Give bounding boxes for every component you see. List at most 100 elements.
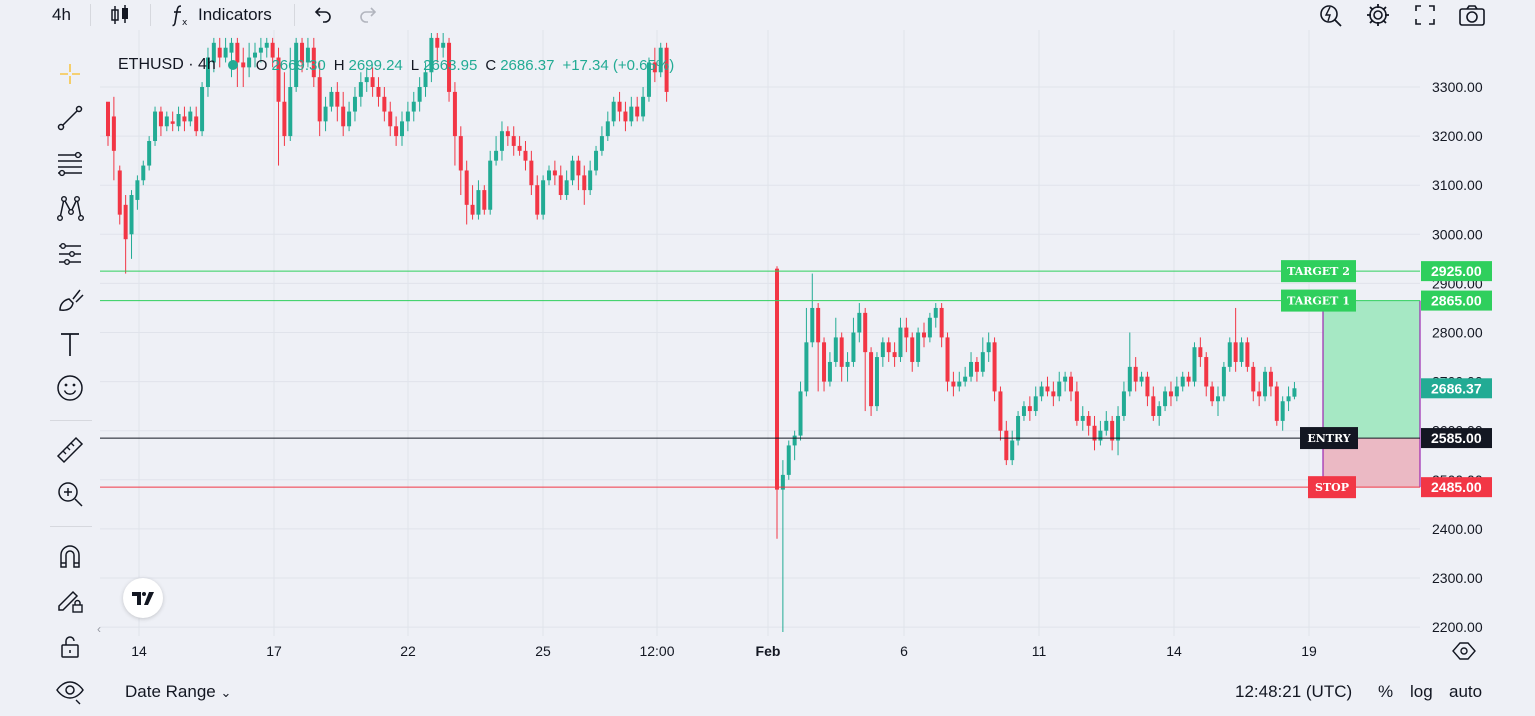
candle-body [1121, 391, 1126, 416]
candle-body [435, 37, 440, 48]
candle-body [892, 352, 897, 358]
symbol-title[interactable]: ETHUSD · 4h [118, 56, 216, 73]
tv-logo-icon [132, 592, 154, 605]
log-label: log [1410, 682, 1433, 701]
candle-body [576, 160, 581, 176]
indicators-button[interactable]: x Indicators [168, 0, 272, 30]
close-key: C [485, 56, 497, 74]
screenshot-button[interactable] [1458, 0, 1486, 30]
candle-body [857, 312, 862, 333]
timeframe-button[interactable]: 4h [52, 0, 71, 30]
candle-body [1239, 342, 1244, 362]
candle-body [300, 42, 305, 63]
function-icon: x [172, 5, 188, 27]
price-tick-label: 2400.00 [1432, 521, 1483, 537]
quick-search-button[interactable] [1317, 0, 1343, 30]
auto-toggle[interactable]: auto [1449, 682, 1482, 702]
hide-drawings-tool[interactable] [50, 672, 90, 708]
gear-icon [1367, 4, 1389, 26]
target-price-bg [1421, 290, 1492, 311]
candle-body [241, 62, 246, 68]
log-toggle[interactable]: log [1410, 682, 1433, 702]
time-tick-label: 22 [400, 643, 416, 659]
candle-body [141, 165, 146, 181]
candle-body [229, 42, 234, 53]
symbol-legend: ETHUSD · 4h O 2669.30 H 2699.24 L 2663.95 C… [118, 56, 674, 74]
redo-button[interactable] [358, 0, 380, 30]
candle-body [845, 361, 850, 367]
candle-body [358, 82, 363, 97]
candle-body [1216, 396, 1220, 402]
fullscreen-button[interactable] [1413, 0, 1437, 30]
toolbar-divider [150, 4, 151, 26]
candle-body [1104, 420, 1109, 431]
chart-type-button[interactable] [108, 0, 132, 30]
price-chart[interactable]: 3300.003200.003100.003000.002900.002800.… [100, 30, 1535, 670]
candle-body [1268, 371, 1273, 387]
candle-body [945, 337, 950, 382]
candle-body [570, 160, 575, 181]
zoom-tool[interactable] [50, 476, 90, 512]
candle-body [135, 180, 140, 200]
fib-tool[interactable] [50, 146, 90, 182]
timezone-clock[interactable]: 12:48:21 (UTC) [1235, 682, 1352, 702]
trend-line-tool[interactable] [50, 100, 90, 136]
entry-tag-bg [1300, 427, 1358, 450]
chevron-down-icon: ⌄ [220, 685, 232, 700]
percent-toggle[interactable]: % [1378, 682, 1393, 702]
time-tick-label: 25 [535, 643, 551, 659]
last-price-text: 2686.37 [1431, 380, 1482, 396]
text-tool[interactable] [50, 326, 90, 362]
candle-body [969, 361, 974, 377]
candle-body [223, 47, 228, 58]
crosshair-tool[interactable] [50, 56, 90, 92]
candle-body [1174, 386, 1179, 397]
date-range-button[interactable]: Date Range ⌄ [125, 682, 231, 702]
last-price-bg [1421, 378, 1492, 399]
candle-body [129, 195, 134, 235]
candle-body [211, 42, 216, 63]
prediction-tool[interactable] [50, 236, 90, 272]
toolbar-divider [50, 420, 92, 421]
lock-drawings-tool[interactable] [50, 582, 90, 618]
candle-body [641, 96, 646, 117]
time-tick-label: 17 [266, 643, 282, 659]
profit-zone [1323, 300, 1420, 439]
settings-button[interactable] [1365, 0, 1391, 30]
time-axis[interactable]: 14 17 22 25 12:00 Feb 6 11 14 19 [131, 642, 1476, 660]
undo-button[interactable] [311, 0, 333, 30]
emoji-tool[interactable] [50, 370, 90, 406]
candle-body [880, 342, 885, 358]
prediction-icon [59, 242, 81, 266]
brush-icon [59, 289, 84, 311]
candle-body [1133, 366, 1138, 382]
ruler-tool[interactable] [50, 432, 90, 468]
tradingview-logo[interactable] [123, 578, 163, 618]
candle-body [470, 204, 475, 215]
candle-body [1027, 406, 1032, 412]
candle-body [1092, 425, 1097, 441]
pattern-tool[interactable] [50, 190, 90, 226]
price-axis[interactable]: 3300.003200.003100.003000.002900.002800.… [1432, 79, 1483, 635]
scroll-left-chevron-icon[interactable]: ‹ [97, 622, 101, 636]
lock-all-tool[interactable] [50, 628, 90, 664]
low-key: L [410, 56, 420, 74]
candle-body [294, 42, 299, 87]
time-tick-label: 11 [1032, 643, 1047, 659]
candle-body [910, 337, 915, 362]
price-tick-label: 2800.00 [1432, 325, 1483, 341]
entry-price-label: 2585.00 [1421, 428, 1492, 449]
candle-body [405, 111, 410, 122]
indicators-label: Indicators [198, 5, 272, 24]
candle-body [423, 72, 428, 87]
candle-body [963, 376, 968, 382]
candle-body [370, 77, 375, 87]
candle-body [305, 47, 310, 63]
brush-tool[interactable] [50, 282, 90, 318]
candle-body [1033, 396, 1038, 412]
candle-body [605, 121, 610, 137]
entry-tag-text: ENTRY [1307, 432, 1350, 445]
magnet-tool[interactable] [50, 538, 90, 574]
candle-body [200, 87, 205, 132]
candle-body [253, 52, 257, 58]
